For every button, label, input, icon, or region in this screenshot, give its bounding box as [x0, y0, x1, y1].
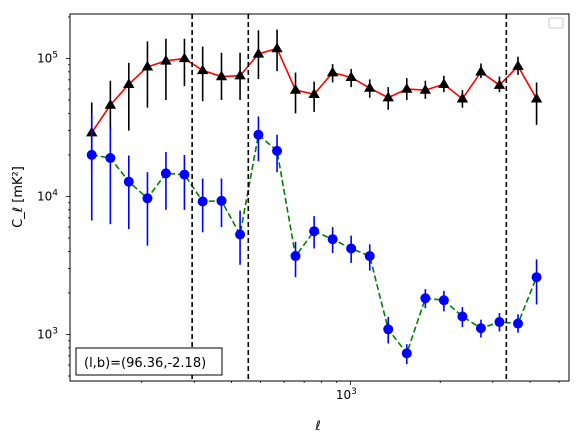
data-point	[289, 84, 302, 94]
series-2	[86, 113, 542, 365]
data-point	[475, 65, 487, 76]
data-point	[383, 324, 394, 335]
data-point	[401, 83, 413, 93]
data-point	[271, 42, 283, 53]
data-point	[142, 193, 153, 204]
data-point	[382, 91, 394, 102]
data-point	[105, 152, 116, 163]
data-point	[346, 243, 357, 254]
plot-frame	[69, 13, 570, 382]
data-point	[253, 129, 264, 140]
data-point	[364, 82, 376, 92]
data-point	[178, 52, 191, 63]
annotation-box: (l,b)=(96.36,-2.18)	[75, 347, 223, 376]
data-point	[419, 84, 432, 94]
data-point	[513, 318, 524, 329]
data-point	[160, 54, 172, 65]
data-point	[160, 168, 171, 179]
data-point	[215, 70, 228, 81]
data-point	[104, 99, 117, 109]
data-point	[438, 295, 449, 306]
data-point	[475, 323, 486, 334]
data-point	[123, 176, 134, 187]
data-point	[196, 64, 209, 75]
data-point	[326, 66, 339, 77]
data-point	[252, 47, 265, 58]
data-point	[364, 251, 375, 262]
data-point	[494, 317, 505, 328]
data-point	[197, 196, 208, 207]
y-tick-label: 104	[37, 188, 58, 203]
x-axis-label: ℓ	[314, 419, 320, 434]
data-point	[216, 195, 227, 206]
series-1	[86, 29, 543, 171]
legend-box	[548, 17, 564, 29]
annotation-text: (l,b)=(96.36,-2.18)	[84, 356, 206, 371]
data-point	[457, 311, 468, 322]
data-point	[123, 78, 135, 89]
data-point	[530, 92, 543, 103]
data-point	[327, 234, 338, 245]
data-point	[493, 79, 506, 89]
data-point	[290, 251, 301, 262]
data-point	[141, 60, 154, 71]
data-point	[308, 88, 320, 99]
data-point	[234, 69, 246, 80]
data-point	[272, 145, 283, 156]
data-point	[401, 348, 412, 359]
x-tick-label: 103	[336, 387, 357, 402]
data-point	[512, 60, 524, 70]
data-point	[235, 229, 246, 240]
data-point	[345, 71, 357, 82]
data-point	[179, 169, 190, 180]
data-point	[309, 226, 320, 237]
data-point	[438, 78, 450, 89]
data-point	[86, 149, 97, 160]
y-tick-label: 105	[37, 50, 58, 65]
data-point	[531, 272, 542, 283]
data-point	[420, 293, 431, 304]
y-axis-label: C_ℓ [mK²]	[11, 166, 26, 228]
data-point	[456, 92, 469, 103]
y-tick-label: 103	[37, 326, 58, 341]
